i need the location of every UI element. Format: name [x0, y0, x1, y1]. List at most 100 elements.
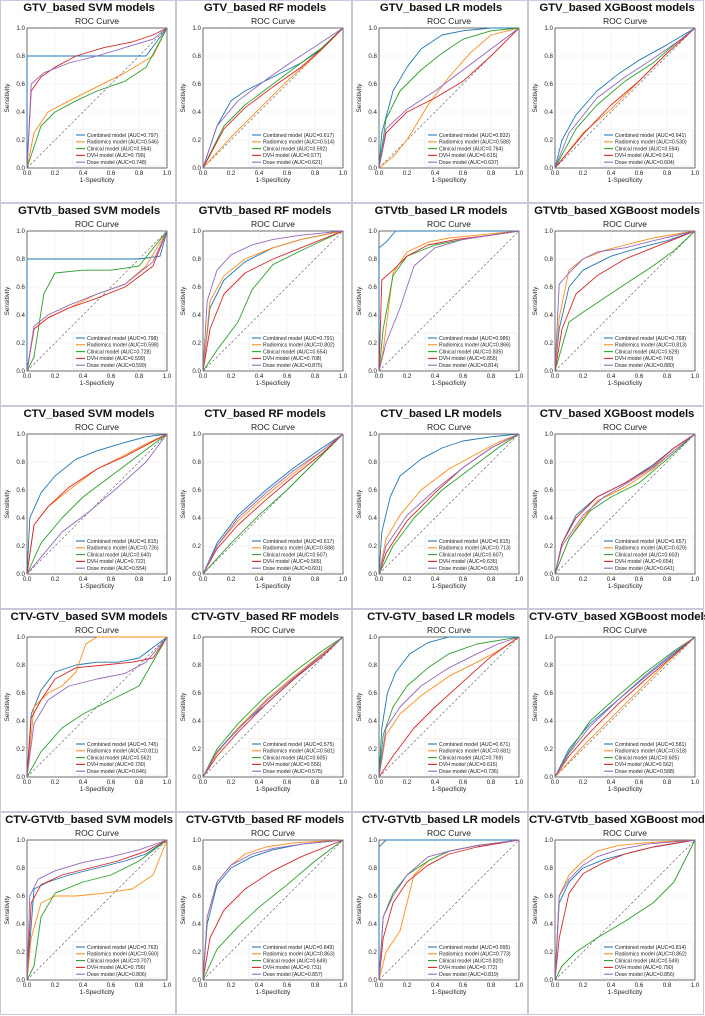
legend-label-radiomics: Radiomics model (AUC=0.713)	[439, 546, 511, 552]
roc-curve-combined	[378, 230, 519, 371]
y-tick-label: 0.6	[192, 690, 201, 697]
legend-label-combined: Combined model (AUC=0.791)	[263, 336, 334, 342]
x-tick-label: 1.0	[339, 576, 348, 583]
y-tick-label: 0.6	[16, 284, 25, 291]
x-tick-label: 0.4	[255, 982, 264, 989]
x-tick-label: 0.0	[375, 373, 384, 380]
x-tick-label: 0.8	[135, 982, 144, 989]
legend-label-dose: Dose model (AUC=0.748)	[87, 160, 147, 166]
roc-curve-clinical	[554, 27, 696, 169]
chance-diagonal	[202, 433, 344, 575]
x-tick-label: 0.6	[283, 170, 292, 177]
legend-box	[424, 332, 518, 370]
chart-title: ROC Curve	[251, 422, 295, 432]
x-axis-label: 1-Specificity	[80, 583, 115, 590]
panel-title: CTV-GTVtb_based XGBoost models	[529, 814, 705, 826]
roc-curve-dose	[26, 839, 168, 981]
legend-label-radiomics: Radiomics model (AUC=0.773)	[439, 952, 511, 958]
x-tick-label: 0.0	[23, 779, 32, 786]
y-tick-label: 0.4	[16, 109, 25, 116]
y-tick-label: 0.0	[16, 571, 25, 578]
roc-chart-svg: ROC Curve 0.0 0.2 0.4 0.6 0.8 1.0 0.0 0.2 0.4 0.6 0…	[180, 625, 348, 793]
x-axis-label: 1-Specificity	[608, 786, 643, 793]
y-tick-label: 0.4	[192, 109, 201, 116]
y-tick-label: 0.6	[192, 487, 201, 494]
roc-curve-combined	[202, 27, 344, 169]
roc-curve-dvh	[202, 839, 344, 981]
roc-curve-clinical	[554, 230, 696, 372]
y-tick-label: 1.0	[544, 837, 553, 844]
y-tick-label: 0.8	[368, 256, 377, 263]
y-tick-label: 1.0	[368, 837, 377, 844]
x-tick-label: 0.6	[107, 982, 116, 989]
x-tick-label: 1.0	[163, 373, 172, 380]
legend-label-radiomics: Radiomics model (AUC=0.862)	[615, 952, 687, 958]
legend: Combined model (AUC=0.791)Radiomics mode…	[248, 332, 342, 370]
legend-box	[600, 535, 694, 573]
x-tick-label: 0.2	[51, 170, 60, 177]
chart-title: ROC Curve	[75, 219, 119, 229]
legend-label-radiomics: Radiomics model (AUC=0.514)	[263, 140, 335, 146]
legend: Combined model (AUC=0.768)Radiomics mode…	[600, 332, 694, 370]
legend-label-clinical: Clinical model (AUC=0.605)	[615, 755, 679, 761]
legend-label-clinical: Clinical model (AUC=0.654)	[263, 349, 327, 355]
roc-panel: ROC Curve 0.0 0.2 0.4 0.6 0.8 1.0 0.0 0.2 0.4 0.6 0…	[528, 406, 704, 609]
legend-box	[600, 129, 694, 167]
plot-frame	[202, 839, 344, 981]
roc-panel: ROC Curve 0.0 0.2 0.4 0.6 0.8 1.0 0.0 0.2 0.4 0.6 0…	[528, 203, 704, 406]
legend-label-radiomics: Radiomics model (AUC=0.802)	[263, 343, 335, 349]
panel-title: CTV-GTVtb_based SVM models	[5, 814, 173, 826]
x-tick-label: 0.8	[663, 576, 672, 583]
plot-frame	[26, 433, 168, 575]
y-tick-label: 0.6	[544, 690, 553, 697]
x-tick-label: 1.0	[515, 982, 524, 989]
legend-label-dvh: DVH model (AUC=0.541)	[615, 153, 674, 159]
x-axis-label: 1-Specificity	[256, 786, 291, 793]
legend-label-dose: Dose model (AUC=0.554)	[87, 566, 147, 572]
chance-diagonal	[26, 433, 168, 575]
x-tick-label: 0.6	[459, 779, 468, 786]
legend: Combined model (AUC=0.797)Radiomics mode…	[72, 129, 166, 167]
roc-panel: ROC Curve 0.0 0.2 0.4 0.6 0.8 1.0 0.0 0.2 0.4 0.6 0…	[528, 609, 705, 812]
x-tick-label: 0.6	[283, 982, 292, 989]
x-tick-label: 1.0	[515, 576, 524, 583]
y-tick-label: 0.4	[368, 515, 377, 522]
roc-curve-radiomics	[26, 839, 168, 981]
legend-label-clinical: Clinical model (AUC=0.629)	[615, 349, 679, 355]
y-tick-label: 0.2	[368, 137, 377, 144]
x-tick-label: 0.8	[135, 576, 144, 583]
x-axis-label: 1-Specificity	[80, 989, 115, 996]
x-tick-label: 0.4	[607, 982, 616, 989]
y-tick-label: 0.2	[544, 340, 553, 347]
legend-label-radiomics: Radiomics model (AUC=0.681)	[439, 749, 511, 755]
roc-curve-dvh	[378, 27, 520, 169]
chart-title: ROC Curve	[427, 625, 471, 635]
x-tick-label: 0.6	[107, 170, 116, 177]
roc-curve-radiomics	[378, 433, 520, 575]
y-tick-label: 0.0	[368, 977, 377, 984]
legend-label-clinical: Clinical model (AUC=0.820)	[439, 958, 503, 964]
y-tick-label: 0.6	[368, 893, 377, 900]
x-tick-label: 0.0	[375, 779, 384, 786]
y-tick-label: 0.0	[544, 774, 553, 781]
legend: Combined model (AUC=0.832)Radiomics mode…	[424, 129, 518, 167]
y-tick-label: 0.8	[544, 256, 553, 263]
roc-curve-combined	[202, 433, 344, 575]
legend-label-clinical: Clinical model (AUC=0.728)	[87, 349, 151, 355]
chance-diagonal	[378, 27, 520, 169]
legend-label-radiomics: Radiomics model (AUC=0.813)	[615, 343, 687, 349]
chart-title: ROC Curve	[251, 219, 295, 229]
x-tick-label: 0.6	[107, 373, 116, 380]
y-tick-label: 0.0	[192, 571, 201, 578]
legend-label-dose: Dose model (AUC=0.806)	[87, 972, 147, 978]
x-tick-label: 0.8	[663, 982, 672, 989]
legend: Combined model (AUC=0.814)Radiomics mode…	[600, 941, 694, 979]
legend-box	[72, 738, 166, 776]
legend-label-combined: Combined model (AUC=0.745)	[87, 742, 158, 748]
legend-label-dose: Dose model (AUC=0.599)	[87, 363, 147, 369]
y-tick-label: 0.0	[544, 977, 553, 984]
chance-diagonal	[554, 839, 696, 981]
roc-curve-dose	[202, 433, 344, 575]
legend-box	[600, 941, 694, 979]
roc-curve-dose	[378, 230, 520, 372]
